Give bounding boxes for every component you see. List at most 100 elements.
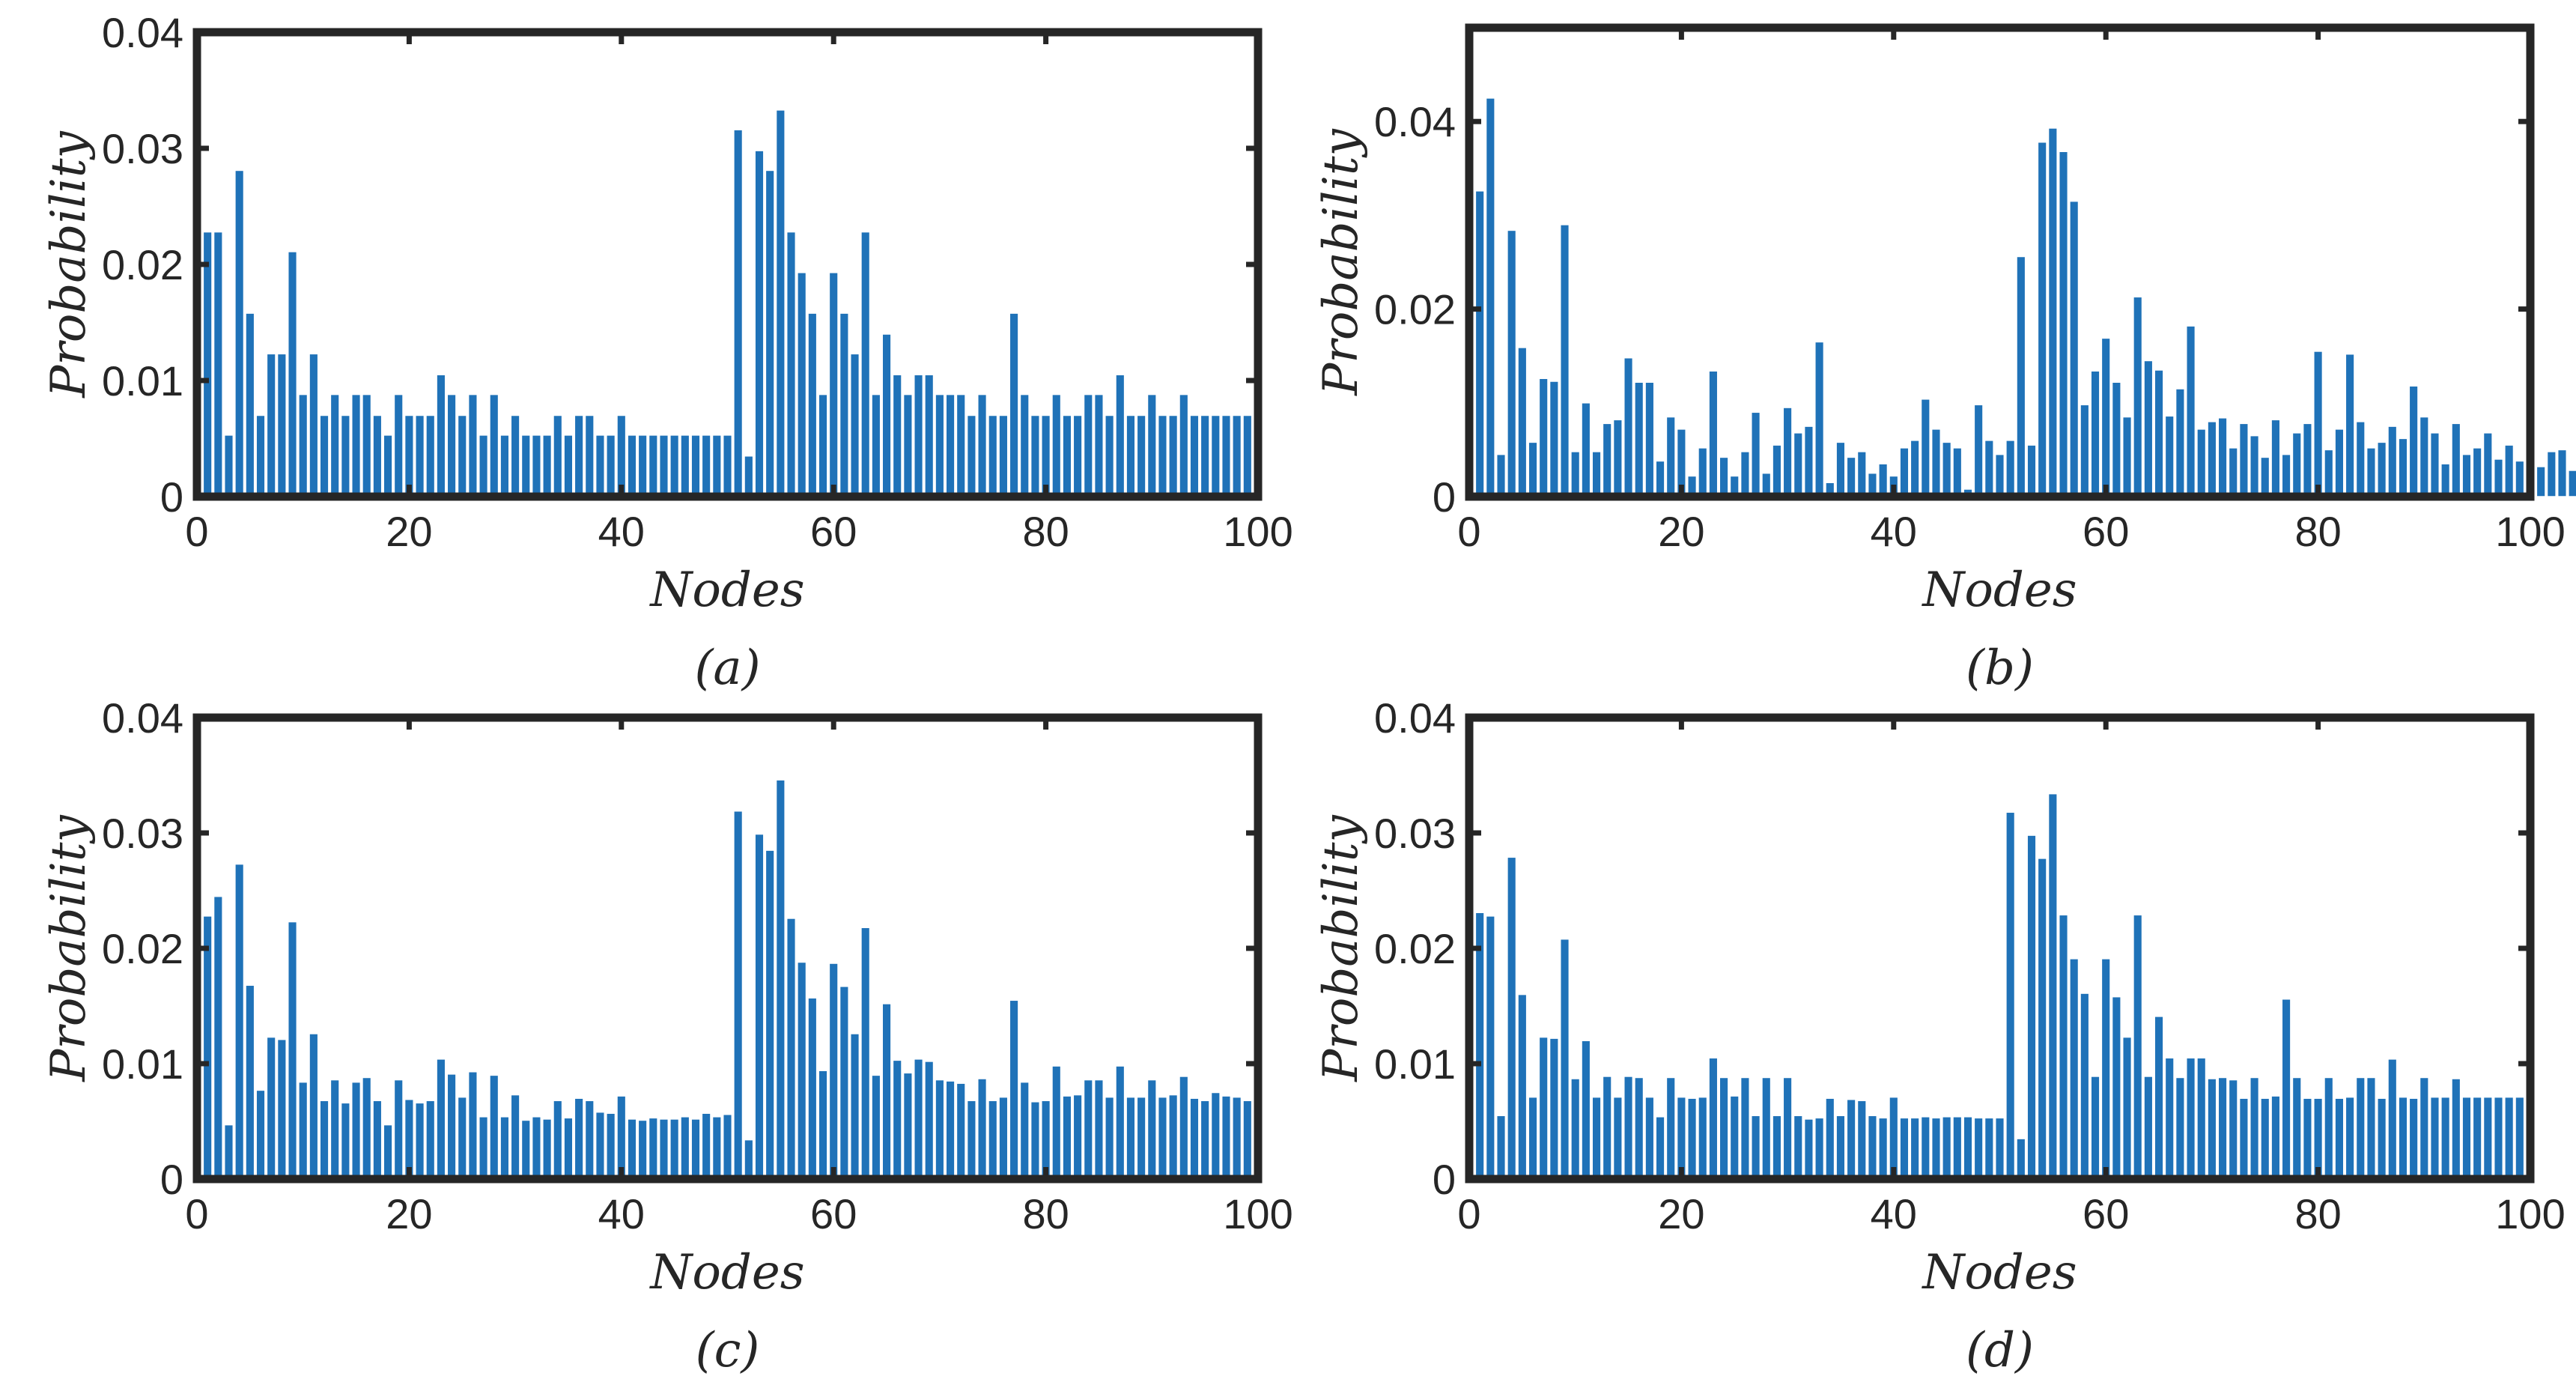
bar-d-58 <box>2080 993 2090 1180</box>
bar-c-64 <box>871 1074 881 1180</box>
panel-d: 0 20 40 60 80 100 0 0.01 0.02 0.03 0.04 Nodes Probab… <box>1313 694 2566 1378</box>
bar-d-13 <box>1602 1076 1612 1180</box>
bar-b-54 <box>2037 141 2047 497</box>
bar-d-15 <box>1623 1076 1634 1180</box>
bar-b-15 <box>1623 357 1634 497</box>
bar-c-16 <box>362 1076 372 1180</box>
bar-d-10 <box>1570 1078 1581 1180</box>
bar-c-47 <box>690 1118 701 1180</box>
bar-c-71 <box>945 1080 956 1180</box>
bar-d-63 <box>2133 914 2143 1180</box>
bar-a-97 <box>1221 414 1232 497</box>
bar-d-38 <box>1867 1115 1878 1180</box>
bar-b-50 <box>1994 453 2005 497</box>
bar-b-58 <box>2080 404 2090 497</box>
bar-b-33 <box>1814 341 1825 497</box>
bar-d-6 <box>1528 1096 1538 1180</box>
bar-a-43 <box>648 434 658 497</box>
bar-c-73 <box>966 1100 976 1180</box>
bar-a-90 <box>1146 393 1157 497</box>
x-tick-label-d-1: 20 <box>1658 1190 1704 1237</box>
bar-d-43 <box>1920 1116 1931 1180</box>
bar-b-8 <box>1549 381 1559 497</box>
bar-a-62 <box>849 353 860 497</box>
bar-c-1 <box>202 915 213 1180</box>
bar-d-79 <box>2302 1097 2312 1180</box>
bar-a-95 <box>1200 414 1210 497</box>
bar-d-62 <box>2121 1036 2133 1180</box>
bar-a-37 <box>584 414 595 497</box>
bar-d-23 <box>1708 1057 1719 1180</box>
bar-b-36 <box>1846 456 1856 497</box>
bar-c-15 <box>350 1081 362 1180</box>
bar-a-82 <box>1062 414 1072 497</box>
bar-d-28 <box>1761 1076 1772 1180</box>
bar-c-37 <box>584 1100 595 1180</box>
bar-d-40 <box>1889 1096 1899 1180</box>
bar-d-26 <box>1740 1076 1750 1180</box>
x-tick-label-c-5: 100 <box>1223 1190 1292 1237</box>
bar-d-55 <box>2047 793 2058 1180</box>
bar-b-52 <box>2016 255 2026 497</box>
x-tick-label-a-1: 20 <box>386 508 432 555</box>
bar-a-59 <box>818 393 828 497</box>
bar-b-59 <box>2090 370 2100 497</box>
bar-a-48 <box>701 434 711 497</box>
bar-a-41 <box>627 434 637 497</box>
bar-b-91 <box>2429 432 2440 497</box>
bar-d-86 <box>2377 1097 2387 1180</box>
bar-d-8 <box>1549 1037 1559 1180</box>
bar-a-31 <box>520 434 531 497</box>
bar-a-13 <box>329 393 340 497</box>
bar-b-24 <box>1719 456 1729 497</box>
bar-d-76 <box>2270 1095 2281 1180</box>
y-tick-label-b-2: 0.04 <box>1374 98 1456 145</box>
bar-b-81 <box>2324 449 2334 497</box>
bar-a-44 <box>658 434 669 497</box>
bar-b-55 <box>2047 127 2058 497</box>
bar-d-3 <box>1495 1115 1507 1180</box>
bar-a-40 <box>616 414 627 497</box>
bar-c-69 <box>924 1061 935 1180</box>
bar-c-44 <box>658 1118 669 1180</box>
bar-d-45 <box>1942 1116 1952 1180</box>
bar-c-88 <box>1126 1096 1136 1180</box>
bar-a-94 <box>1189 414 1200 497</box>
bar-a-80 <box>1041 414 1051 497</box>
panel-c: 0 20 40 60 80 100 0 0.01 0.02 0.03 0.04 Nodes Probab… <box>41 694 1293 1378</box>
bar-b-32 <box>1803 425 1814 497</box>
bar-a-70 <box>935 393 945 497</box>
bar-d-88 <box>2398 1096 2408 1180</box>
bar-c-39 <box>606 1112 616 1180</box>
bar-c-82 <box>1062 1095 1072 1180</box>
y-tick-label-c-3: 0.03 <box>102 810 183 857</box>
x-tick-label-c-4: 80 <box>1022 1190 1069 1237</box>
bar-b-88 <box>2398 437 2408 497</box>
x-tick-label-b-5: 100 <box>2495 508 2565 555</box>
bar-b-3 <box>1495 453 1507 497</box>
bar-b-1 <box>1474 190 1485 497</box>
bar-d-11 <box>1581 1040 1591 1180</box>
bar-c-25 <box>457 1096 467 1180</box>
y-tick-label-a-1: 0.01 <box>102 357 183 404</box>
bar-a-77 <box>1009 312 1019 497</box>
bar-c-68 <box>914 1058 924 1180</box>
bar-b-9 <box>1559 224 1570 497</box>
bar-c-17 <box>372 1100 383 1180</box>
bar-c-11 <box>309 1033 319 1180</box>
bar-a-84 <box>1083 393 1093 497</box>
bar-b-10 <box>1570 451 1581 497</box>
bar-d-48 <box>1973 1117 1984 1180</box>
bar-c-93 <box>1179 1076 1189 1180</box>
bar-d-67 <box>2175 1076 2185 1180</box>
bar-c-23 <box>436 1058 446 1180</box>
x-tick-label-b-4: 80 <box>2294 508 2341 555</box>
bar-d-24 <box>1719 1076 1729 1180</box>
bar-c-83 <box>1072 1094 1083 1180</box>
bar-d-92 <box>2440 1096 2451 1180</box>
bar-c-3 <box>223 1124 234 1180</box>
bar-b-14 <box>1612 419 1623 497</box>
bar-c-13 <box>329 1079 340 1180</box>
caption-a: (a) <box>694 640 760 696</box>
bar-c-46 <box>680 1116 690 1180</box>
